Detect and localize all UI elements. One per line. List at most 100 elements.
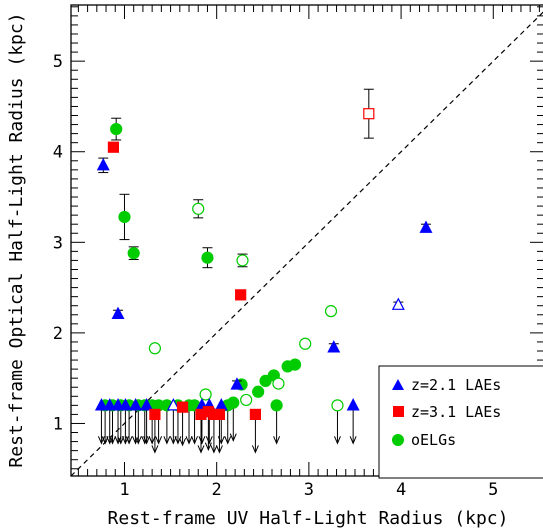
data-point [419,220,433,233]
oelg-marker [236,254,249,267]
oelg-marker [127,247,140,260]
data-point [96,157,110,174]
arrow-head [210,445,218,454]
data-point [149,408,161,454]
oelg-marker [331,399,344,412]
lae21-marker [327,340,341,353]
data-point [199,388,212,401]
lae21-marker [391,297,405,310]
arrow-head [251,445,259,454]
arrow-head [224,436,232,445]
arrow-head [191,436,199,445]
arrow-head [132,436,140,445]
arrow-head [109,436,116,445]
oelg-marker [270,399,283,412]
legend-label-lae21: z=2.1 LAEs [411,376,501,394]
arrow-head [117,436,125,445]
data-point [299,337,312,350]
arrow-head [114,436,122,445]
oelg-marker [240,393,253,407]
data-point [107,141,120,153]
y-tick-label: 4 [53,143,63,163]
oelg-marker [299,337,312,350]
tick-labels: 1 2 3 4 5 1 2 3 4 5 [53,52,499,500]
lae21-marker [346,398,360,411]
lae21-marker [111,306,125,319]
data-point [331,399,344,445]
oelg-marker [324,305,338,318]
lae31-marker [249,408,262,421]
arrow-head [155,436,163,445]
lae21-marker [94,398,108,411]
oelg-marker [199,388,212,401]
lae21-marker [419,220,433,233]
data-point [176,401,189,447]
lae21-marker [166,398,180,411]
lae21-marker [140,398,154,411]
arrow-head [169,436,177,445]
data-points [94,88,433,454]
legend-marker-oelg [392,434,404,446]
arrow-head [179,437,187,447]
data-point [192,199,205,219]
arrow-head [205,436,213,445]
data-point [270,399,283,445]
arrow-head [106,436,114,445]
oelg-marker [259,374,272,387]
arrow-head [215,445,223,454]
data-point [118,193,131,241]
oelg-marker [227,396,240,409]
arrow-head [204,442,212,451]
data-point [346,398,360,445]
lae31-marker [176,401,189,413]
arrow-head [229,433,237,442]
data-point [127,246,140,261]
data-point [252,385,265,398]
legend-box [378,365,543,479]
lae21-marker [96,158,110,171]
legend-marker-lae21 [392,379,404,390]
data-point [148,342,162,355]
arrow-head [134,436,142,445]
plot-frame [70,4,543,477]
data-point [201,247,214,269]
legend-marker-lae31 [393,406,404,417]
data-point [94,398,108,445]
x-tick-label: 3 [304,480,314,500]
y-tick-label: 3 [53,233,63,253]
lae31-marker [149,408,161,421]
data-point [249,408,262,454]
data-point [213,408,226,454]
x-tick-label: 1 [119,480,129,500]
y-tick-label: 1 [53,414,63,434]
oelg-marker [272,377,285,390]
lae21-marker [129,398,143,411]
data-point [110,117,123,141]
arrow-head [97,436,105,445]
lae31-marker [235,289,247,301]
y-tick-label: 2 [53,324,63,344]
data-point [324,305,338,318]
data-point [227,396,240,442]
arrow-head [334,436,341,445]
arrow-head [273,436,281,445]
lae21-marker [118,398,132,411]
data-point [140,398,154,445]
data-point [240,393,253,407]
data-point [236,253,249,268]
x-tick-label: 2 [212,480,222,500]
oelg-marker [118,210,131,224]
data-point [129,398,143,445]
x-axis-label: Rest-frame UV Half-Light Radius (kpc) [108,508,509,529]
data-point [111,306,125,319]
y-tick-label: 5 [53,52,63,72]
data-point [327,340,341,353]
arrow-head [163,436,171,445]
oelg-marker [110,122,123,136]
y-axis-label: Rest-frame Optical Half-Light Radius (kp… [6,12,27,467]
oelg-marker [201,251,214,264]
oelg-marker [148,342,162,355]
arrow-head [197,445,205,454]
arrow-head [143,436,151,445]
